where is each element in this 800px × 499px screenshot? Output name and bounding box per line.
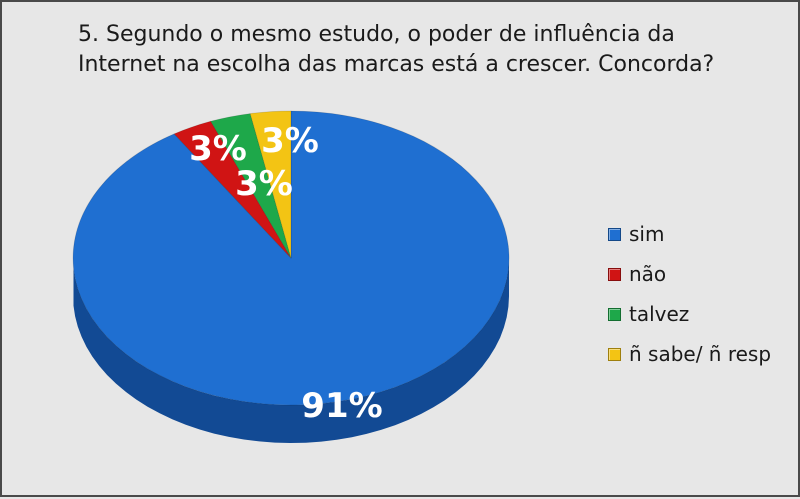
pie-side-sim (73, 258, 509, 443)
pie-slice-nsabe (249, 110, 292, 259)
pie-slices (72, 110, 510, 406)
data-label-sim: 91% (301, 386, 382, 426)
legend-item-sim: sim (608, 214, 771, 254)
chart-title: 5. Segundo o mesmo estudo, o poder de in… (78, 20, 715, 80)
legend-label-nsabe: ñ sabe/ ñ resp (629, 342, 772, 366)
data-label-talvez: 3% (235, 164, 293, 204)
pie-sides (73, 258, 509, 443)
legend-swatch-nsabe (608, 347, 621, 361)
legend-label-talvez: talvez (629, 302, 690, 326)
chart-legend: sim não talvez ñ sabe/ ñ resp (608, 214, 771, 374)
legend-item-talvez: talvez (608, 294, 771, 334)
legend-item-nao: não (608, 254, 771, 294)
pie-slice-nao (173, 120, 292, 259)
legend-label-nao: não (629, 262, 667, 286)
pie-data-labels: 91% 3% 3% 3% (189, 121, 383, 426)
pie-slice-sim (72, 110, 510, 406)
legend-item-nsabe: ñ sabe/ ñ resp (608, 334, 771, 374)
pie-slice-talvez (210, 113, 292, 259)
data-label-nsabe: 3% (261, 121, 319, 161)
legend-swatch-nao (608, 267, 621, 281)
chart-title-line-1: 5. Segundo o mesmo estudo, o poder de in… (78, 22, 675, 47)
legend-label-sim: sim (629, 222, 665, 246)
data-label-nao: 3% (189, 129, 247, 169)
chart-title-line-2: Internet na escolha das marcas está a cr… (78, 52, 715, 77)
legend-swatch-talvez (608, 307, 621, 321)
legend-swatch-sim (608, 227, 621, 241)
